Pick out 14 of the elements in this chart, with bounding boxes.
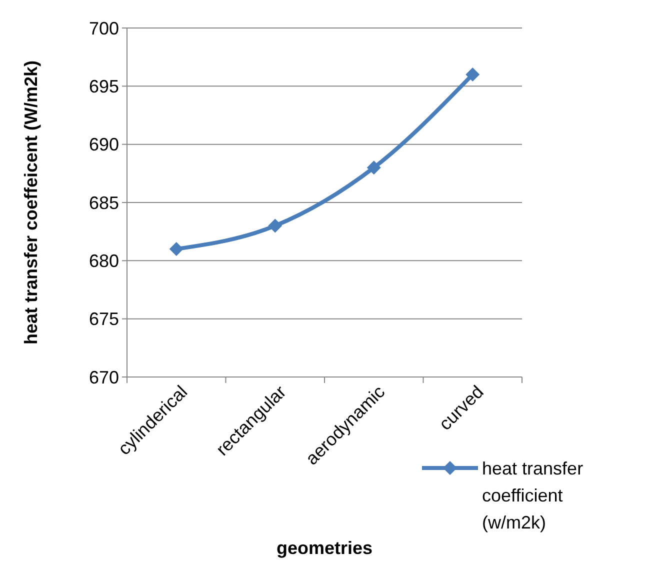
y-tick-label: 675 (88, 309, 119, 330)
y-tick-label: 685 (88, 192, 119, 213)
point (169, 242, 184, 256)
y-tick-label: 670 (88, 367, 119, 388)
y-tick-label: 690 (88, 134, 119, 155)
point (466, 68, 480, 82)
y-tick-label: 695 (88, 76, 119, 96)
y-tick-label: 680 (88, 250, 119, 271)
y-tick-label: 700 (88, 18, 119, 38)
x-axis-title: geometries (276, 538, 373, 558)
legend-label: heat transfer coefficient (w/m2k) (482, 458, 584, 532)
point (268, 218, 282, 233)
y-axis-title: heat transfer coeffeicent (W/m2k) (21, 60, 41, 345)
point (366, 160, 381, 175)
